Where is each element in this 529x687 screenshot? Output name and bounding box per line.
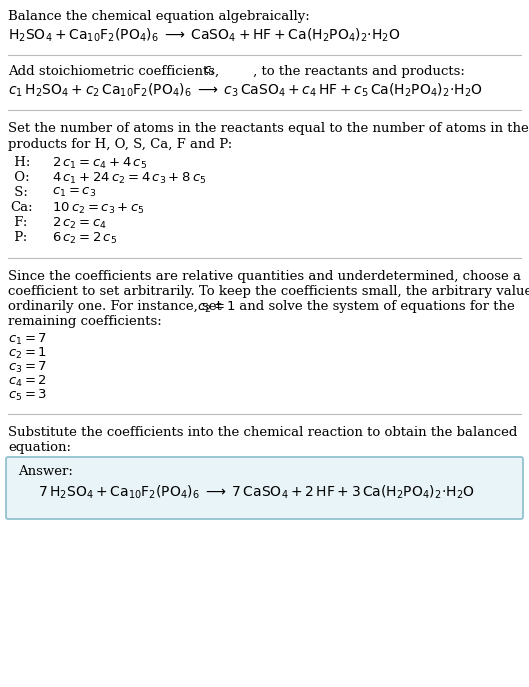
Text: products for H, O, S, Ca, F and P:: products for H, O, S, Ca, F and P: <box>8 138 232 151</box>
Text: O:: O: <box>10 171 30 184</box>
Text: $6\,c_2 = 2\,c_5$: $6\,c_2 = 2\,c_5$ <box>52 231 117 246</box>
Text: equation:: equation: <box>8 441 71 454</box>
Text: $c_2 = 1$: $c_2 = 1$ <box>197 300 236 315</box>
Text: $c_4 = 2$: $c_4 = 2$ <box>8 374 47 389</box>
Text: ordinarily one. For instance, set: ordinarily one. For instance, set <box>8 300 226 313</box>
FancyBboxPatch shape <box>6 457 523 519</box>
Text: Since the coefficients are relative quantities and underdetermined, choose a: Since the coefficients are relative quan… <box>8 270 521 283</box>
Text: S:: S: <box>10 186 28 199</box>
Text: $2\,c_2 = c_4$: $2\,c_2 = c_4$ <box>52 216 107 231</box>
Text: $7\,\mathrm{H_2SO_4} + \mathrm{Ca_{10}F_2(PO_4)_6} \;\longrightarrow\; 7\,\mathr: $7\,\mathrm{H_2SO_4} + \mathrm{Ca_{10}F_… <box>38 484 475 502</box>
Text: and solve the system of equations for the: and solve the system of equations for th… <box>235 300 515 313</box>
Text: Substitute the coefficients into the chemical reaction to obtain the balanced: Substitute the coefficients into the che… <box>8 426 517 439</box>
Text: coefficient to set arbitrarily. To keep the coefficients small, the arbitrary va: coefficient to set arbitrarily. To keep … <box>8 285 529 298</box>
Text: $c_1\, \mathrm{H_2SO_4} + c_2\, \mathrm{Ca_{10}F_2(PO_4)_6} \;\longrightarrow\; : $c_1\, \mathrm{H_2SO_4} + c_2\, \mathrm{… <box>8 82 483 100</box>
Text: H:: H: <box>10 156 30 169</box>
Text: $10\,c_2 = c_3 + c_5$: $10\,c_2 = c_3 + c_5$ <box>52 201 145 216</box>
Text: $\mathrm{H_2SO_4 + Ca_{10}F_2(PO_4)_6 \;\longrightarrow\; CaSO_4 + HF + Ca(H_2PO: $\mathrm{H_2SO_4 + Ca_{10}F_2(PO_4)_6 \;… <box>8 27 400 45</box>
Text: $c_3 = 7$: $c_3 = 7$ <box>8 360 47 375</box>
Text: $c_2 = 1$: $c_2 = 1$ <box>8 346 47 361</box>
Text: $c_i$: $c_i$ <box>203 65 215 78</box>
Text: P:: P: <box>10 231 28 244</box>
Text: F:: F: <box>10 216 28 229</box>
Text: $c_5 = 3$: $c_5 = 3$ <box>8 388 47 403</box>
Text: $c_1 = 7$: $c_1 = 7$ <box>8 332 47 347</box>
Text: $c_1 = c_3$: $c_1 = c_3$ <box>52 186 96 199</box>
Text: $4\,c_1 + 24\,c_2 = 4\,c_3 + 8\,c_5$: $4\,c_1 + 24\,c_2 = 4\,c_3 + 8\,c_5$ <box>52 171 206 186</box>
Text: remaining coefficients:: remaining coefficients: <box>8 315 162 328</box>
Text: Ca:: Ca: <box>10 201 33 214</box>
Text: Balance the chemical equation algebraically:: Balance the chemical equation algebraica… <box>8 10 310 23</box>
Text: Answer:: Answer: <box>18 465 73 478</box>
Text: Set the number of atoms in the reactants equal to the number of atoms in the: Set the number of atoms in the reactants… <box>8 122 529 135</box>
Text: Add stoichiometric coefficients,        , to the reactants and products:: Add stoichiometric coefficients, , to th… <box>8 65 465 78</box>
Text: $2\,c_1 = c_4 + 4\,c_5$: $2\,c_1 = c_4 + 4\,c_5$ <box>52 156 147 171</box>
